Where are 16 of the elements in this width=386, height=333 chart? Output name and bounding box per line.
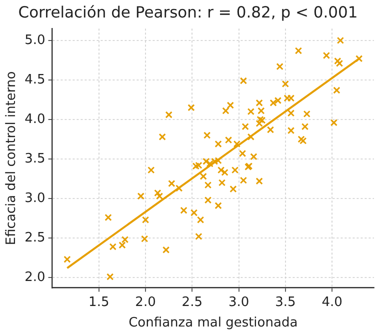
y-tick-label: 3.5: [24, 151, 46, 166]
y-tick-label: 2.0: [24, 270, 46, 285]
x-tick-label: 2.5: [182, 294, 202, 310]
y-tick-label: 5.0: [24, 32, 46, 48]
x-tick-label: 3.0: [228, 294, 250, 310]
x-axis-title: Confianza mal gestionada: [128, 316, 298, 331]
x-tick-label: 2.0: [135, 294, 156, 310]
x-tick-label: 1.5: [88, 294, 110, 310]
y-tick-label: 2.5: [24, 230, 46, 246]
chart-title: Correlación de Pearson: r = 0.82, p < 0.001: [18, 3, 358, 22]
y-axis-title: Eficacia del control interno: [4, 71, 20, 246]
x-tick-label: 4.0: [322, 294, 342, 310]
y-tick-label: 4.5: [24, 72, 46, 88]
x-tick-label: 3.5: [275, 294, 296, 310]
y-tick-label: 4.0: [24, 112, 46, 127]
y-tick-label: 3.0: [24, 190, 46, 206]
